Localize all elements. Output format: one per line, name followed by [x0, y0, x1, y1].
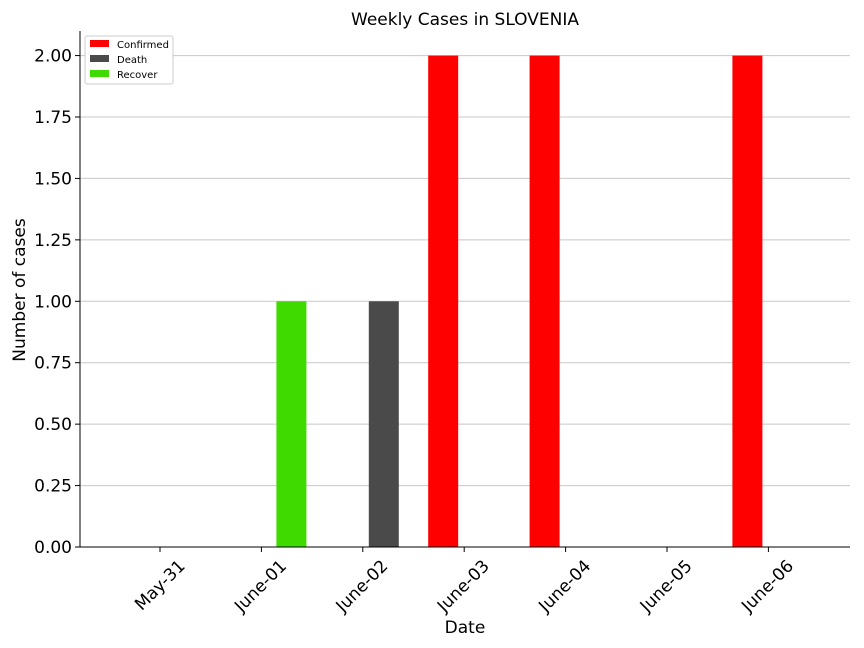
x-tick-label: June-01	[230, 556, 291, 617]
y-tick-label: 1.50	[34, 169, 72, 189]
bar-confirmed-june-04	[529, 55, 560, 547]
bar-confirmed-june-03	[428, 55, 459, 547]
y-tick-label: 0.25	[34, 477, 72, 497]
legend-swatch-death	[90, 55, 109, 62]
legend-label-recover: Recover	[117, 70, 158, 81]
bar-death-june-02	[368, 301, 399, 547]
x-tick-label: June-04	[534, 556, 595, 617]
x-tick-label: June-03	[433, 556, 494, 617]
y-tick-label: 2.00	[34, 47, 72, 67]
x-axis-label: Date	[445, 618, 486, 638]
y-tick-label: 0.00	[34, 538, 72, 558]
bar-layer	[276, 55, 763, 547]
chart-title: Weekly Cases in SLOVENIA	[351, 10, 579, 30]
y-axis-label: Number of cases	[10, 218, 30, 362]
legend-swatch-confirmed	[90, 40, 109, 47]
legend-label-death: Death	[117, 55, 147, 66]
y-tick-label: 1.00	[34, 292, 72, 312]
grid-layer	[80, 55, 850, 548]
legend-swatch-recover	[90, 70, 109, 77]
bar-recover-june-01	[276, 301, 307, 547]
y-tick-label: 1.25	[34, 231, 72, 251]
x-tick-label: May-31	[131, 556, 189, 614]
y-tick-label: 0.75	[34, 354, 72, 374]
legend: Confirmed Death Recover	[84, 35, 174, 85]
x-tick-label: June-02	[332, 556, 393, 617]
x-tick-label: June-05	[636, 556, 697, 617]
y-tick-label: 1.75	[34, 108, 72, 128]
legend-label-confirmed: Confirmed	[117, 40, 169, 51]
bar-confirmed-june-06	[732, 55, 763, 547]
x-tick-label: June-06	[737, 556, 798, 617]
y-tick-label: 0.50	[34, 415, 72, 435]
